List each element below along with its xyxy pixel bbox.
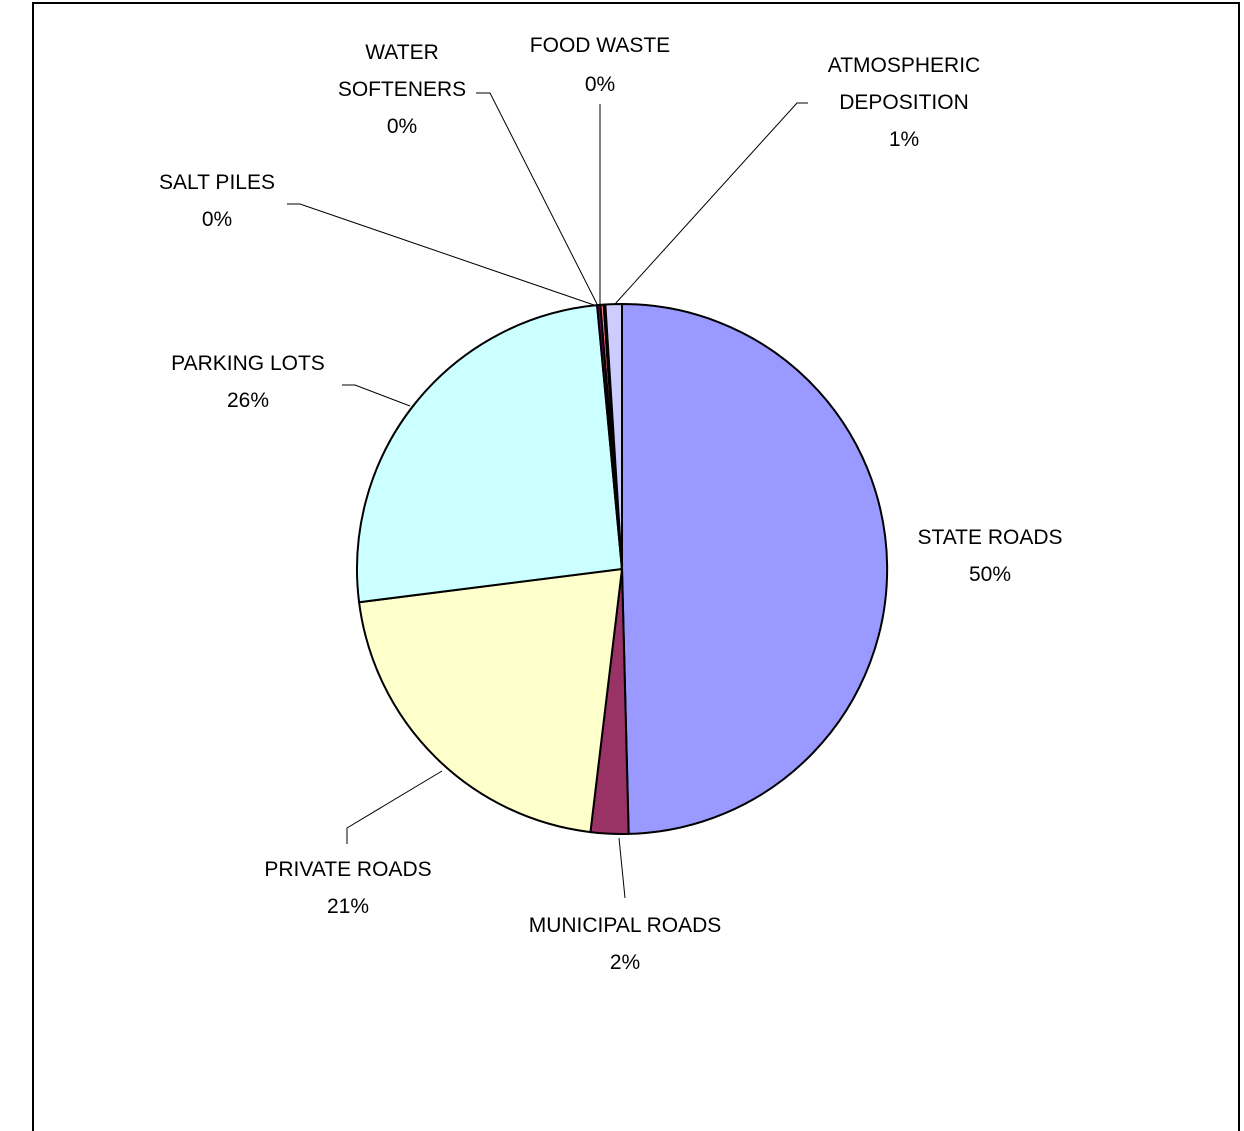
pct-food-waste: 0%: [585, 73, 615, 96]
label-water-softeners-line1: WATER: [365, 41, 439, 64]
slice-state-roads: [621, 303, 889, 835]
leader-line-municipal-roads: [618, 837, 626, 899]
pct-private-roads: 21%: [327, 895, 369, 918]
pct-municipal-roads: 2%: [610, 951, 640, 974]
pct-atmospheric-deposition: 1%: [889, 128, 919, 151]
label-private-roads: PRIVATE ROADS: [264, 858, 431, 881]
label-salt-piles: SALT PILES: [159, 171, 275, 194]
pct-water-softeners: 0%: [387, 115, 417, 138]
data-labels: STATE ROADS 50% MUNICIPAL ROADS 2% PRIVA…: [159, 34, 1063, 974]
label-food-waste: FOOD WASTE: [530, 34, 670, 57]
slice-atmospheric-deposition: [604, 302, 623, 570]
pie-slices: [356, 302, 889, 835]
label-municipal-roads: MUNICIPAL ROADS: [529, 914, 722, 937]
slice-private-roads: [358, 568, 623, 834]
leader-line-private-roads: [346, 770, 443, 844]
label-water-softeners-line2: SOFTENERS: [338, 78, 466, 101]
pct-state-roads: 50%: [969, 563, 1011, 586]
label-parking-lots: PARKING LOTS: [171, 352, 325, 375]
leader-line-parking-lots: [342, 384, 411, 407]
label-state-roads: STATE ROADS: [917, 526, 1062, 549]
label-atmospheric-deposition-line2: DEPOSITION: [839, 91, 969, 114]
leader-line-salt-piles: [287, 203, 595, 306]
leader-line-atmospheric-deposition: [614, 102, 808, 305]
pct-salt-piles: 0%: [202, 208, 232, 231]
slice-parking-lots: [356, 304, 623, 604]
label-atmospheric-deposition-line1: ATMOSPHERIC: [828, 54, 980, 77]
pct-parking-lots: 26%: [227, 389, 269, 412]
leader-lines: [287, 92, 808, 899]
leader-line-water-softeners: [476, 92, 598, 305]
